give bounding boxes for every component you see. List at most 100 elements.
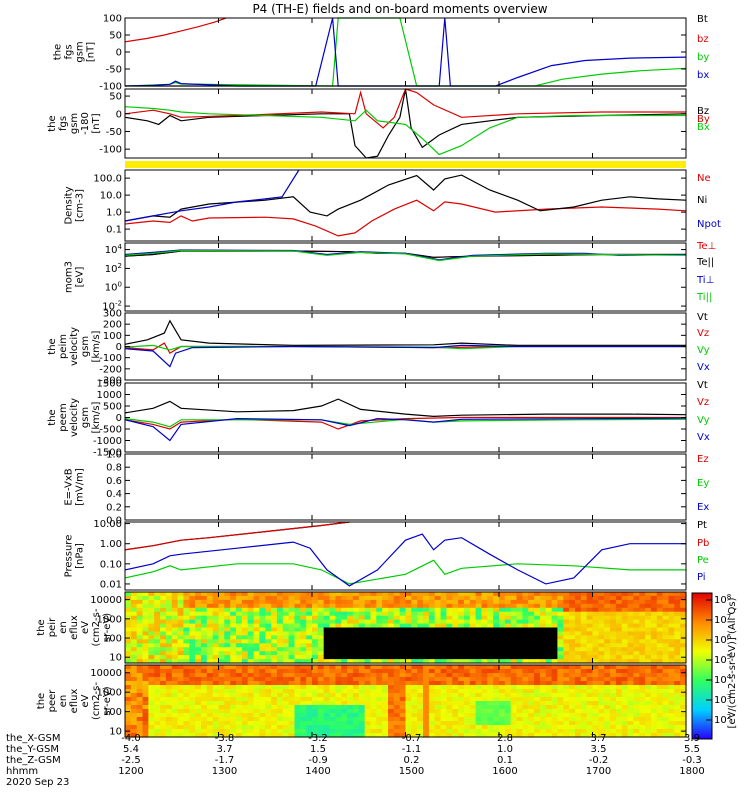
spectrogram-cell	[510, 677, 518, 682]
spectrogram-cell	[469, 709, 477, 714]
spectrogram-cell	[323, 705, 331, 710]
spectrogram-cell	[160, 685, 167, 690]
spectrogram-cell	[265, 713, 272, 718]
spectrogram-cell	[417, 725, 424, 730]
spectrogram-cell	[288, 635, 295, 640]
spectrogram-cell	[230, 635, 237, 640]
spectrogram-cell	[662, 607, 669, 613]
spectrogram-cell	[680, 685, 687, 690]
spectrogram-cell	[352, 729, 360, 734]
spectrogram-cell	[189, 697, 196, 702]
spectrogram-cell	[551, 595, 558, 601]
spectrogram-cell	[499, 717, 506, 722]
spectrogram-cell	[154, 697, 161, 702]
spectrogram-cell	[469, 647, 477, 652]
spectrogram-cell	[481, 655, 488, 660]
spectrogram-cell	[189, 611, 196, 617]
spectrogram-cell	[668, 717, 675, 722]
spectrogram-cell	[288, 592, 295, 597]
spectrogram-cell	[662, 713, 669, 718]
spectrogram-cell	[376, 615, 383, 621]
spectrogram-cell	[639, 681, 646, 686]
spectrogram-cell	[405, 655, 412, 660]
y-tick-label: 104	[105, 243, 123, 256]
spectrogram-cell	[633, 603, 640, 609]
spectrogram-cell	[656, 673, 664, 678]
spectrogram-cell	[604, 709, 611, 714]
spectrogram-cell	[265, 607, 272, 613]
spectrogram-cell	[142, 701, 149, 706]
spectrogram-cell	[469, 685, 477, 690]
spectrogram-cell	[171, 592, 179, 597]
spectrogram-cell	[347, 689, 354, 694]
spectrogram-cell	[627, 647, 634, 652]
spectrogram-cell	[253, 701, 260, 706]
spectrogram-cell	[487, 689, 494, 694]
spectrogram-cell	[674, 717, 681, 722]
spectrogram-cell	[534, 619, 541, 625]
spectrogram-cell	[347, 717, 354, 722]
spectrogram-cell	[183, 623, 190, 629]
spectrogram-cell	[545, 685, 553, 690]
spectrogram-cell	[183, 643, 190, 648]
spectrogram-cell	[575, 623, 582, 629]
spectrogram-cell	[276, 701, 284, 706]
spectrogram-cell	[247, 647, 255, 652]
spectrogram-cell	[347, 611, 354, 617]
spectrogram-cell	[224, 725, 231, 730]
spectrogram-cell	[329, 733, 336, 738]
spectrogram-cell	[399, 717, 407, 722]
spectrogram-cell	[575, 647, 582, 652]
spectrogram-cell	[621, 733, 629, 738]
spectrogram-cell	[610, 603, 617, 609]
spectrogram-cell	[282, 623, 290, 629]
spectrogram-cell	[393, 603, 401, 609]
spectrogram-cell	[224, 673, 231, 678]
spectrogram-cell	[201, 717, 208, 722]
spectrogram-cell	[294, 595, 301, 601]
y-tick-label: -50	[106, 127, 122, 138]
spectrogram-cell	[201, 603, 208, 609]
spectrogram-cell	[341, 623, 348, 629]
y-tick-label: 0.0	[106, 516, 122, 527]
spectrogram-cell	[522, 673, 529, 678]
spectrogram-cell	[417, 611, 424, 617]
spectrogram-cell	[545, 639, 553, 644]
spectrogram-cell	[580, 635, 588, 640]
spectrogram-cell	[534, 669, 541, 674]
spectrogram-cell	[458, 709, 465, 714]
spectrogram-cell	[300, 725, 307, 730]
spectrogram-cell	[452, 647, 459, 652]
spectrogram-cell	[434, 592, 442, 597]
spectrogram-cell	[125, 689, 132, 694]
legend-pressure-pt: Pt	[697, 520, 707, 531]
spectrogram-cell	[516, 701, 523, 706]
spectrogram-cell	[504, 733, 512, 738]
spectrogram-cell	[493, 689, 500, 694]
spectrogram-cell	[271, 721, 278, 726]
spectrogram-cell	[656, 627, 664, 632]
spectrogram-cell	[276, 615, 284, 621]
spectrogram-cell	[633, 611, 640, 617]
spectrogram-cell	[598, 721, 605, 726]
spectrogram-cell	[142, 717, 149, 722]
spectrogram-cell	[569, 729, 576, 734]
spectrogram-cell	[586, 709, 594, 714]
spectrogram-cell	[475, 713, 482, 718]
spectrogram-cell	[364, 709, 371, 714]
spectrogram-cell	[440, 655, 447, 660]
spectrogram-cell	[621, 709, 629, 714]
spectrogram-cell	[627, 655, 634, 660]
spectrogram-cell	[183, 639, 190, 644]
spectrogram-cell	[259, 693, 266, 698]
spectrogram-cell	[189, 607, 196, 613]
spectrogram-cell	[148, 623, 155, 629]
spectrogram-cell	[633, 705, 640, 710]
spectrogram-cell	[516, 693, 523, 698]
spectrogram-cell	[434, 717, 442, 722]
spectrogram-cell	[510, 651, 518, 656]
spectrogram-cell	[428, 639, 436, 644]
y-tick-label: -100	[99, 353, 122, 364]
spectrogram-cell	[551, 669, 558, 674]
spectrogram-cell	[645, 615, 652, 621]
